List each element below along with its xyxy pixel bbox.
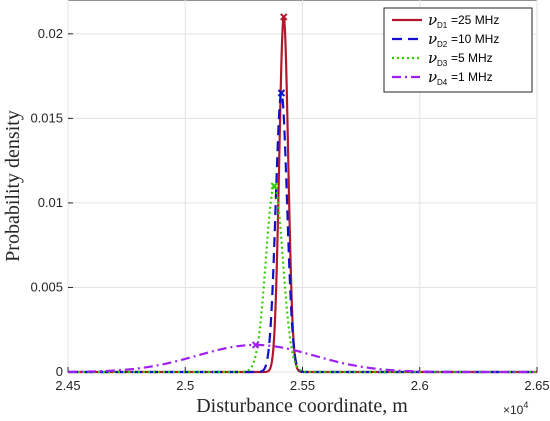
legend-symbol: ν	[428, 68, 437, 86]
legend-label: =25 MHz	[451, 13, 499, 27]
legend-subscript: D4	[437, 78, 448, 87]
legend-symbol: ν	[428, 11, 437, 29]
series-line-d4	[68, 343, 537, 374]
peak-marker-d1	[280, 13, 288, 21]
x-tick-label: 2.6	[411, 378, 429, 393]
y-tick-label: 0.01	[38, 195, 63, 210]
legend-subscript: D1	[437, 21, 448, 30]
peak-marker-d2	[277, 89, 286, 97]
x-axis-ticks: 2.45 2.5 2.55 2.6 2.65	[55, 367, 550, 393]
x-tick-label: 2.5	[176, 378, 194, 393]
y-tick-label: 0.02	[38, 26, 63, 41]
legend-subscript: D3	[437, 59, 448, 68]
legend-symbol: ν	[428, 49, 437, 67]
peak-marker-d3	[270, 182, 279, 190]
x-axis-exponent: ×104	[503, 400, 528, 417]
peak-marker-d4	[251, 341, 260, 349]
series-line-d2	[68, 89, 537, 374]
x-tick-label: 2.45	[55, 378, 80, 393]
series-curves	[68, 13, 537, 374]
y-axis-ticks: 0 0.005 0.01 0.015 0.02	[30, 26, 73, 379]
legend-label: =1 MHz	[451, 70, 493, 84]
legend-symbol: ν	[428, 30, 437, 48]
x-tick-label: 2.55	[290, 378, 315, 393]
legend-label: =10 MHz	[451, 32, 499, 46]
x-tick-label: 2.65	[524, 378, 549, 393]
y-tick-label: 0.005	[30, 279, 63, 294]
y-tick-label: 0.015	[30, 110, 63, 125]
legend-subscript: D2	[437, 40, 448, 49]
legend-label: =5 MHz	[451, 51, 493, 65]
y-axis-label: Probability density	[2, 110, 24, 262]
legend-box	[383, 7, 533, 93]
x-axis-label: Disturbance coordinate, m	[196, 395, 408, 417]
y-tick-label: 0	[56, 364, 63, 379]
